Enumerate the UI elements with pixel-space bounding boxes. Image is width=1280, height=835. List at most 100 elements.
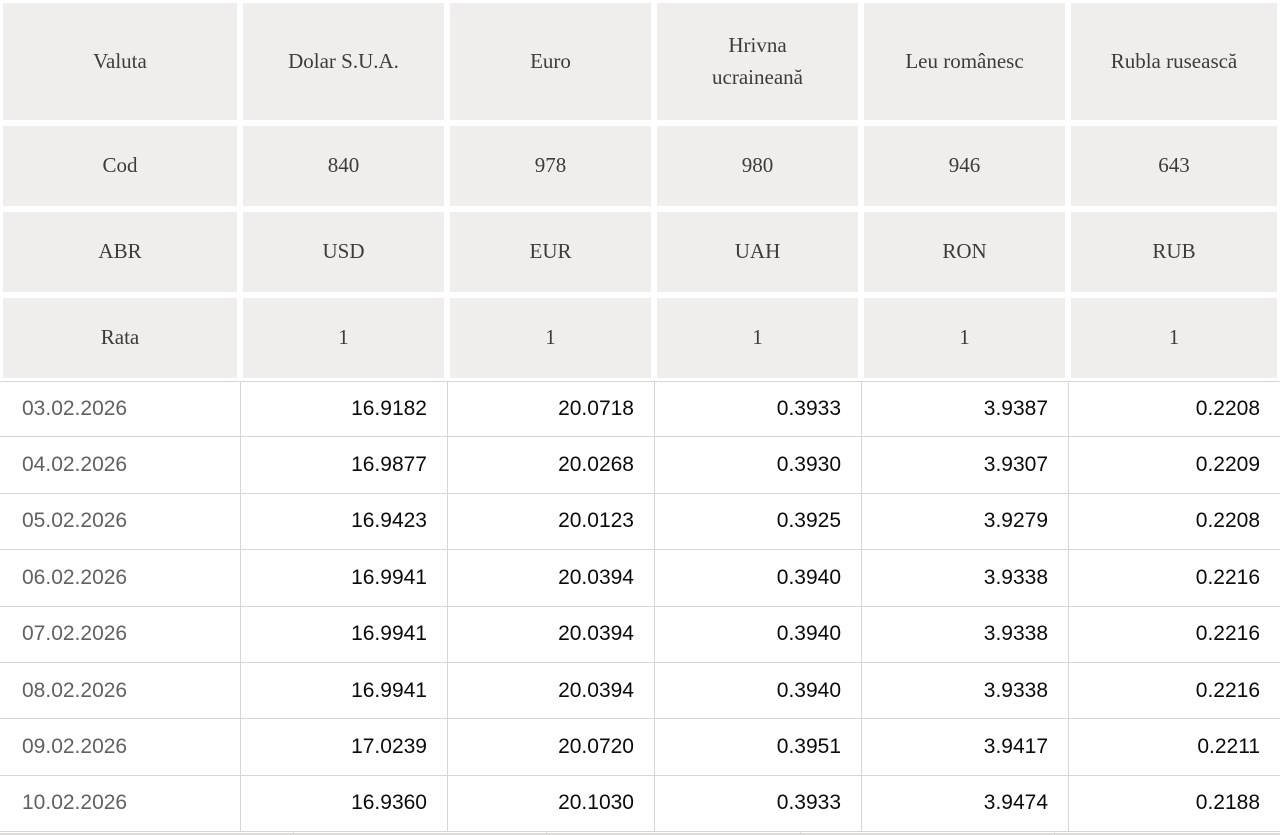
rate-cell: 20.0394	[447, 606, 654, 663]
meta-cell-text: 643	[1158, 153, 1190, 178]
meta-cell-text: UAH	[734, 239, 781, 264]
meta-value-cell: 980	[654, 123, 861, 209]
meta-cell-text: RON	[942, 239, 987, 264]
rate-cell: 20.0268	[447, 437, 654, 494]
rate-cell: 0.3933	[654, 381, 861, 438]
rate-cell: 3.9338	[861, 662, 1068, 720]
rate-cell: 0.2216	[1068, 550, 1280, 607]
meta-value-cell: 643	[1068, 123, 1280, 209]
meta-value-cell: UAH	[654, 209, 861, 295]
rate-cell: 3.9417	[861, 719, 1068, 776]
meta-cell-text: RUB	[1152, 239, 1196, 264]
rate-cell: 16.9423	[240, 493, 447, 551]
rate-cell: 16.9941	[240, 550, 447, 607]
rate-cell: 0.3933	[654, 775, 861, 833]
meta-label-cod: Cod	[0, 123, 240, 209]
meta-cell-text: 978	[534, 153, 567, 178]
rate-cell: 16.9941	[240, 606, 447, 663]
meta-value-cell: 1	[447, 295, 654, 381]
rate-cell: 0.3940	[654, 550, 861, 607]
rate-cell: 0.2208	[1068, 493, 1280, 551]
meta-value-cell: EUR	[447, 209, 654, 295]
rate-cell: 20.0394	[447, 662, 654, 720]
rate-cell: 0.3940	[654, 606, 861, 663]
meta-value-cell: Euro	[447, 0, 654, 123]
rate-cell: 16.9941	[240, 662, 447, 720]
meta-cell-text: 946	[948, 153, 981, 178]
meta-value-cell: 978	[447, 123, 654, 209]
rate-cell: 0.3940	[654, 662, 861, 720]
rate-cell: 0.3951	[654, 719, 861, 776]
rate-cell: 3.9338	[861, 606, 1068, 663]
meta-label-abr: ABR	[0, 209, 240, 295]
rate-cell: 0.3925	[654, 493, 861, 551]
meta-cell-text: Euro	[530, 48, 571, 73]
rate-cell: 0.2216	[1068, 662, 1280, 720]
date-cell: 03.02.2026	[0, 381, 240, 438]
rate-cell: 3.9279	[861, 493, 1068, 551]
meta-value-cell: RUB	[1068, 209, 1280, 295]
rate-cell: 20.1030	[447, 775, 654, 833]
rate-cell: 16.9182	[240, 381, 447, 438]
rate-cell: 3.9387	[861, 381, 1068, 438]
rate-cell: 0.2216	[1068, 606, 1280, 663]
date-cell: 05.02.2026	[0, 493, 240, 551]
date-cell: 04.02.2026	[0, 437, 240, 494]
rate-cell: 3.9338	[861, 550, 1068, 607]
meta-cell-text: 1	[1168, 325, 1180, 350]
meta-value-cell: USD	[240, 209, 447, 295]
meta-value-cell: 946	[861, 123, 1068, 209]
meta-cell-text: USD	[322, 239, 365, 264]
meta-cell-text: 980	[741, 153, 774, 178]
rate-cell: 20.0123	[447, 493, 654, 551]
rate-cell: 0.2211	[1068, 719, 1280, 776]
rate-cell: 20.0720	[447, 719, 654, 776]
meta-value-cell: 1	[1068, 295, 1280, 381]
meta-cell-text: Hrivna ucraineană	[712, 33, 803, 89]
meta-cell-text: Leu românesc	[905, 48, 1024, 73]
rates-table-body: 03.02.2026 16.9182 20.0718 0.3933 3.9387 0.22…	[0, 381, 1280, 833]
meta-value-cell: 1	[861, 295, 1068, 381]
meta-value-cell: RON	[861, 209, 1068, 295]
meta-cell-text: Rubla rusească	[1110, 48, 1238, 73]
next-table-cutoff	[0, 832, 1280, 835]
rate-cell: 0.3930	[654, 437, 861, 494]
date-cell: 09.02.2026	[0, 719, 240, 776]
meta-label-rata: Rata	[0, 295, 240, 381]
date-cell: 10.02.2026	[0, 775, 240, 833]
meta-cell-text: Valuta	[93, 48, 147, 73]
meta-label-valuta: Valuta	[0, 0, 240, 123]
meta-value-cell: 1	[654, 295, 861, 381]
meta-cell-text: Dolar S.U.A.	[288, 48, 399, 73]
rate-cell: 20.0718	[447, 381, 654, 438]
rate-cell: 16.9877	[240, 437, 447, 494]
rate-cell: 20.0394	[447, 550, 654, 607]
meta-cell-text: 1	[338, 325, 349, 350]
rate-cell: 0.2209	[1068, 437, 1280, 494]
currency-meta-header: Valuta Dolar S.U.A. Euro Hrivna ucraineană L…	[0, 0, 1280, 381]
meta-value-cell: 840	[240, 123, 447, 209]
rate-cell: 16.9360	[240, 775, 447, 833]
meta-value-cell: Rubla rusească	[1068, 0, 1280, 123]
rate-cell: 3.9307	[861, 437, 1068, 494]
meta-cell-text: Cod	[102, 153, 138, 178]
rate-cell: 17.0239	[240, 719, 447, 776]
meta-value-cell: Dolar S.U.A.	[240, 0, 447, 123]
rate-cell: 0.2208	[1068, 381, 1280, 438]
meta-cell-text: 1	[959, 325, 970, 350]
rate-cell: 0.2188	[1068, 775, 1280, 833]
meta-cell-text: ABR	[98, 239, 142, 264]
meta-value-cell: 1	[240, 295, 447, 381]
rate-cell: 3.9474	[861, 775, 1068, 833]
meta-cell-text: EUR	[529, 239, 572, 264]
date-cell: 07.02.2026	[0, 606, 240, 663]
meta-cell-text: 1	[752, 325, 763, 350]
date-cell: 06.02.2026	[0, 550, 240, 607]
date-cell: 08.02.2026	[0, 662, 240, 720]
meta-value-cell: Leu românesc	[861, 0, 1068, 123]
meta-value-cell: Hrivna ucraineană	[654, 0, 861, 123]
meta-cell-text: 1	[545, 325, 556, 350]
meta-cell-text: 840	[327, 153, 360, 178]
meta-cell-text: Rata	[100, 325, 140, 350]
